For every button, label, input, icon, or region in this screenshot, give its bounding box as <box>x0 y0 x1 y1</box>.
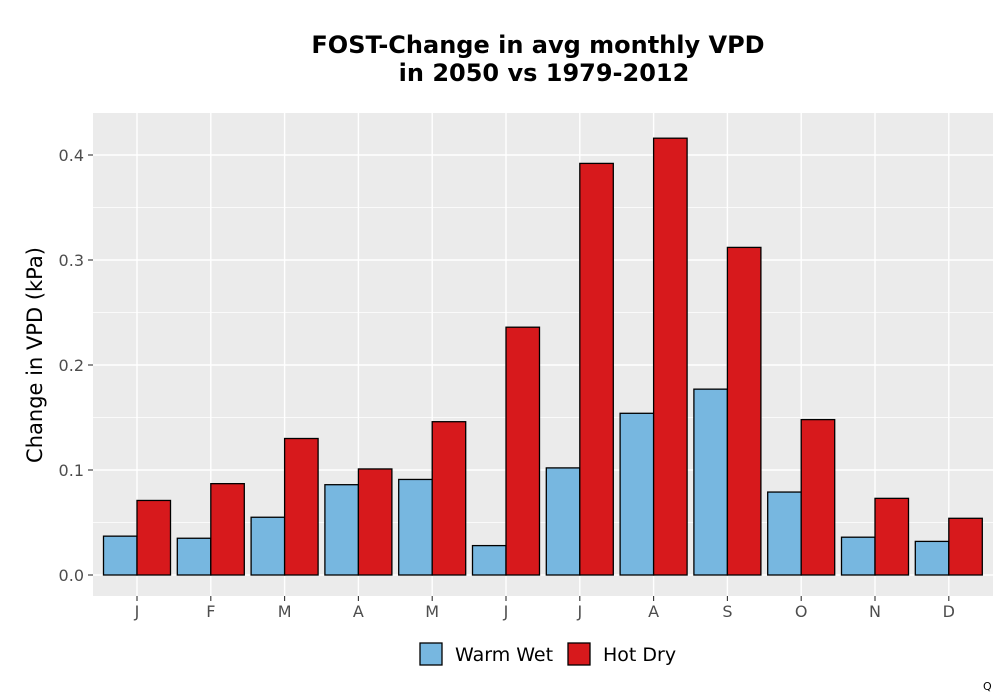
bar-hot-dry <box>431 421 467 576</box>
legend-key-hot-dry <box>567 642 591 666</box>
y-tick-label: 0.4 <box>59 146 84 165</box>
bar-warm-wet <box>693 388 729 576</box>
x-tick-label: O <box>795 602 808 621</box>
bar-hot-dry <box>283 437 319 576</box>
x-tick-label: J <box>576 602 582 621</box>
bar-warm-wet <box>767 491 802 576</box>
chart-title-line-2: in 2050 vs 1979-2012 <box>399 59 690 87</box>
x-tick-label: J <box>503 602 509 621</box>
y-tick-label: 0.3 <box>59 251 84 270</box>
chart-title-line-1: FOST-Change in avg monthly VPD <box>311 31 764 59</box>
bar-warm-wet <box>324 484 360 576</box>
y-tick-label: 0.2 <box>59 356 84 375</box>
corner-mark: Q <box>983 680 992 693</box>
bar-hot-dry <box>579 162 614 576</box>
y-tick-label: 0.0 <box>59 566 84 585</box>
x-tick-label: J <box>134 602 140 621</box>
legend-label-hot-dry: Hot Dry <box>603 644 676 666</box>
legend-label-warm-wet: Warm Wet <box>455 644 553 666</box>
axes: 0.0 0.1 0.2 0.3 0.4 J F M A M J J A S O N D <box>59 146 955 621</box>
bar-warm-wet <box>398 478 433 576</box>
bar-hot-dry <box>874 497 910 576</box>
x-tick-label: A <box>648 602 659 621</box>
legend-key-warm-wet <box>419 642 443 666</box>
x-tick-label: F <box>206 602 215 621</box>
y-tick-label: 0.1 <box>59 461 84 480</box>
y-axis-label: Change in VPD (kPa) <box>23 247 47 463</box>
bar-warm-wet <box>619 412 655 576</box>
bar-warm-wet <box>176 537 212 576</box>
bar-hot-dry <box>357 468 393 576</box>
bar-hot-dry <box>505 326 541 576</box>
x-tick-label: M <box>425 602 439 621</box>
legend: Warm Wet Hot Dry <box>419 642 676 666</box>
bar-warm-wet <box>250 516 286 576</box>
bar-hot-dry <box>800 418 836 576</box>
x-tick-label: A <box>353 602 364 621</box>
bar-warm-wet <box>914 540 950 576</box>
x-tick-label: N <box>869 602 881 621</box>
bars <box>102 137 983 576</box>
bar-warm-wet <box>102 535 138 576</box>
bar-hot-dry <box>210 482 245 576</box>
x-tick-label: M <box>278 602 292 621</box>
bar-hot-dry <box>948 517 983 576</box>
bar-hot-dry <box>652 137 688 576</box>
x-tick-label: D <box>943 602 955 621</box>
bar-hot-dry <box>136 499 172 576</box>
bar-hot-dry <box>726 246 762 576</box>
bar-warm-wet <box>545 467 581 576</box>
x-tick-label: S <box>722 602 732 621</box>
bar-warm-wet <box>840 536 876 576</box>
bar-warm-wet <box>471 544 507 576</box>
